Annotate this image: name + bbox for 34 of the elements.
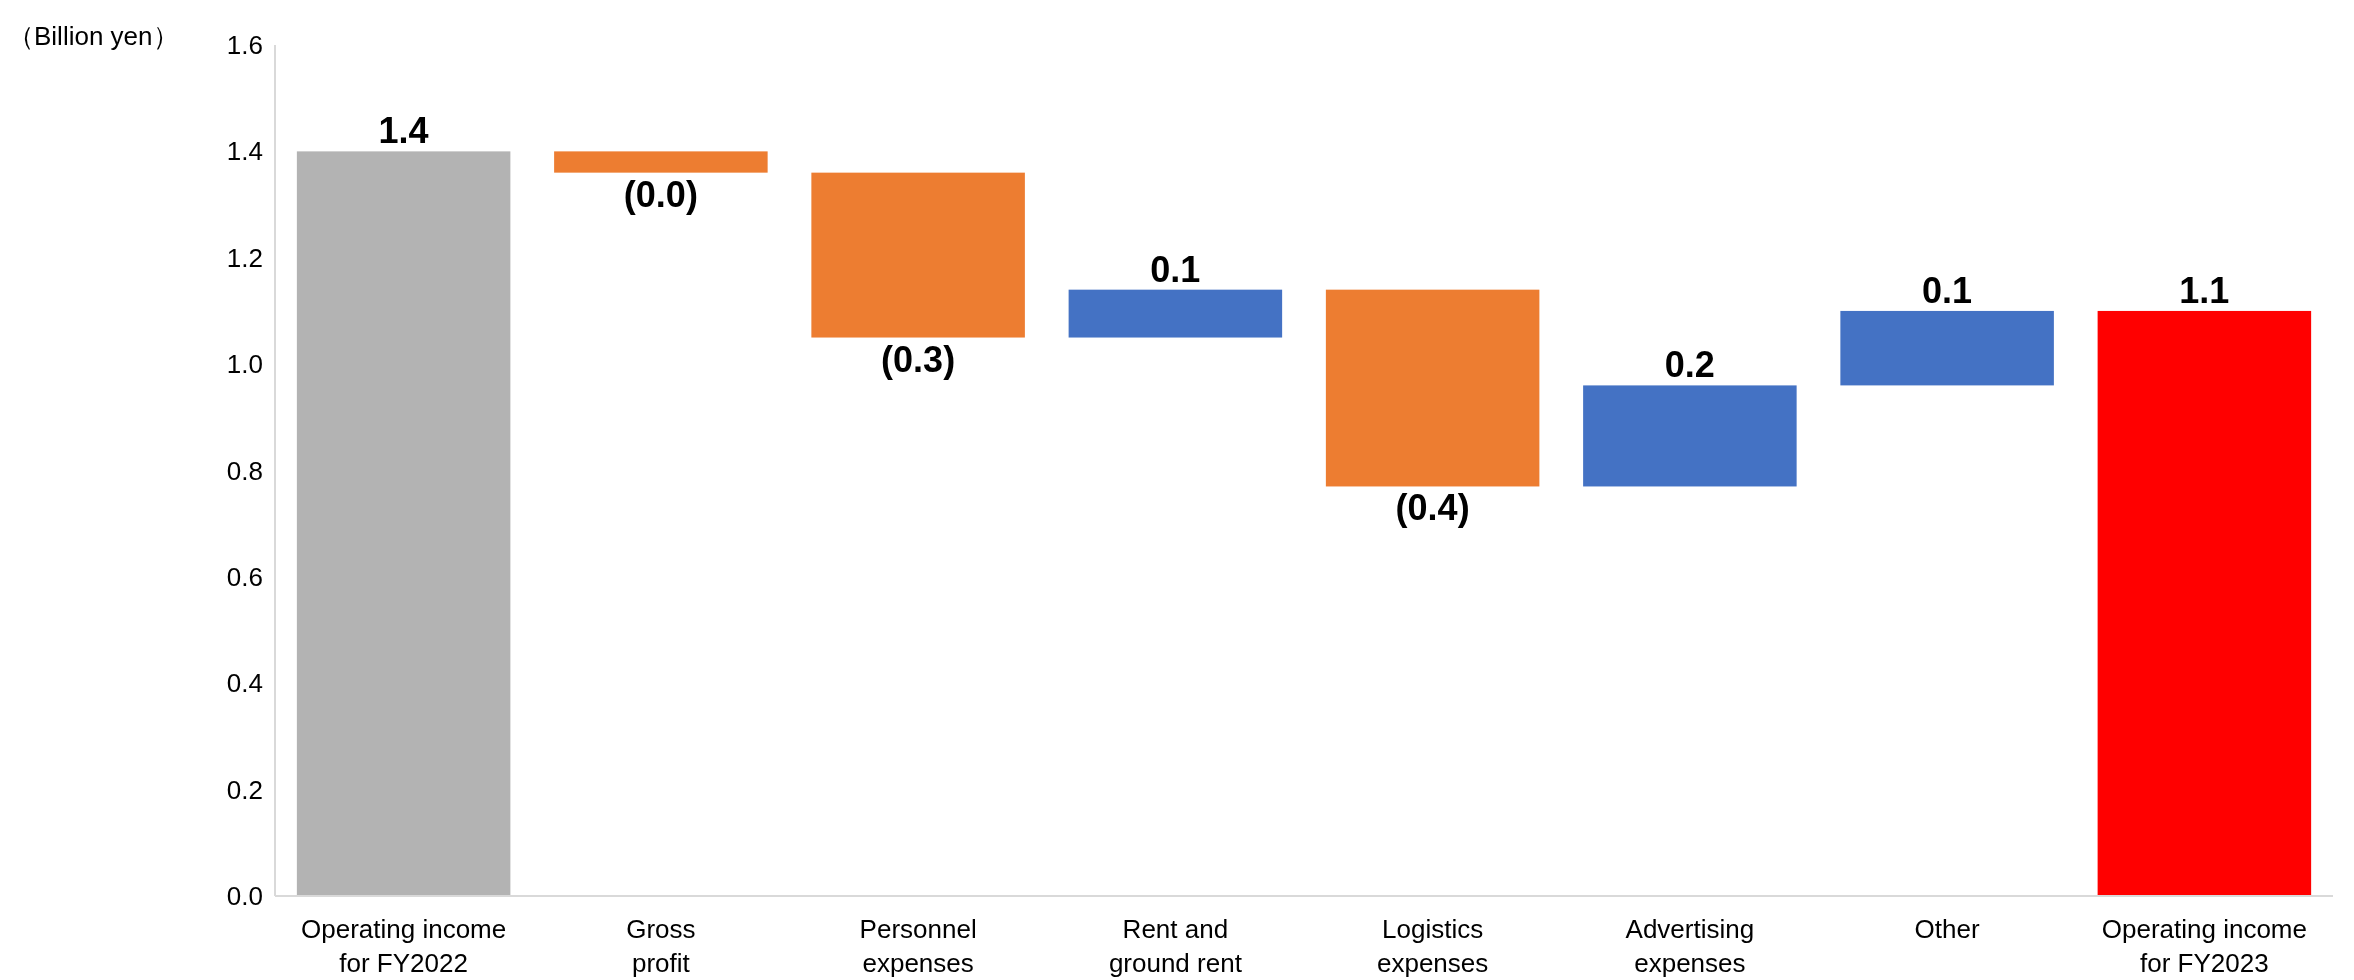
data-label: 0.1 [1150,248,1201,290]
bar [296,151,511,896]
y-tick-label: 1.6 [226,30,263,60]
bar [554,151,768,173]
y-tick-label: 1.0 [226,349,263,380]
data-label: (0.4) [1395,487,1470,529]
bar [1325,289,1540,487]
x-tick-label: Operating income for FY2023 [2101,914,2307,978]
y-tick-label: 0.2 [226,774,263,805]
y-tick-label: 0.6 [226,561,263,592]
bar [1840,310,2054,386]
data-label: 1.1 [2179,269,2230,311]
bar [2097,310,2312,896]
y-tick-label: 0.4 [226,668,263,699]
x-tick-label: Operating income for FY2022 [301,914,507,978]
x-tick-label: Rent and ground rent [1108,914,1243,978]
x-tick-label: Logistics expenses [1376,914,1489,978]
x-tick-label: Gross profit [626,914,696,978]
x-tick-label: Other [1914,914,1980,944]
data-label: (0.0) [623,173,698,215]
y-axis-title: （Billion yen） [8,21,179,51]
data-label: 0.2 [1664,344,1715,386]
bar [1068,289,1283,338]
data-label: 0.1 [1922,269,1973,311]
y-tick-label: 0.0 [226,881,263,911]
y-tick-label: 0.8 [226,455,263,486]
y-tick-label: 1.2 [226,242,263,273]
data-label: 1.4 [378,110,429,152]
bar [811,172,1025,338]
data-label: (0.3) [881,338,956,380]
y-tick-label: 1.4 [226,136,263,167]
x-tick-label: Personnel expenses [859,914,977,978]
x-tick-label: Advertising expenses [1625,914,1755,978]
bar [1583,385,1797,487]
